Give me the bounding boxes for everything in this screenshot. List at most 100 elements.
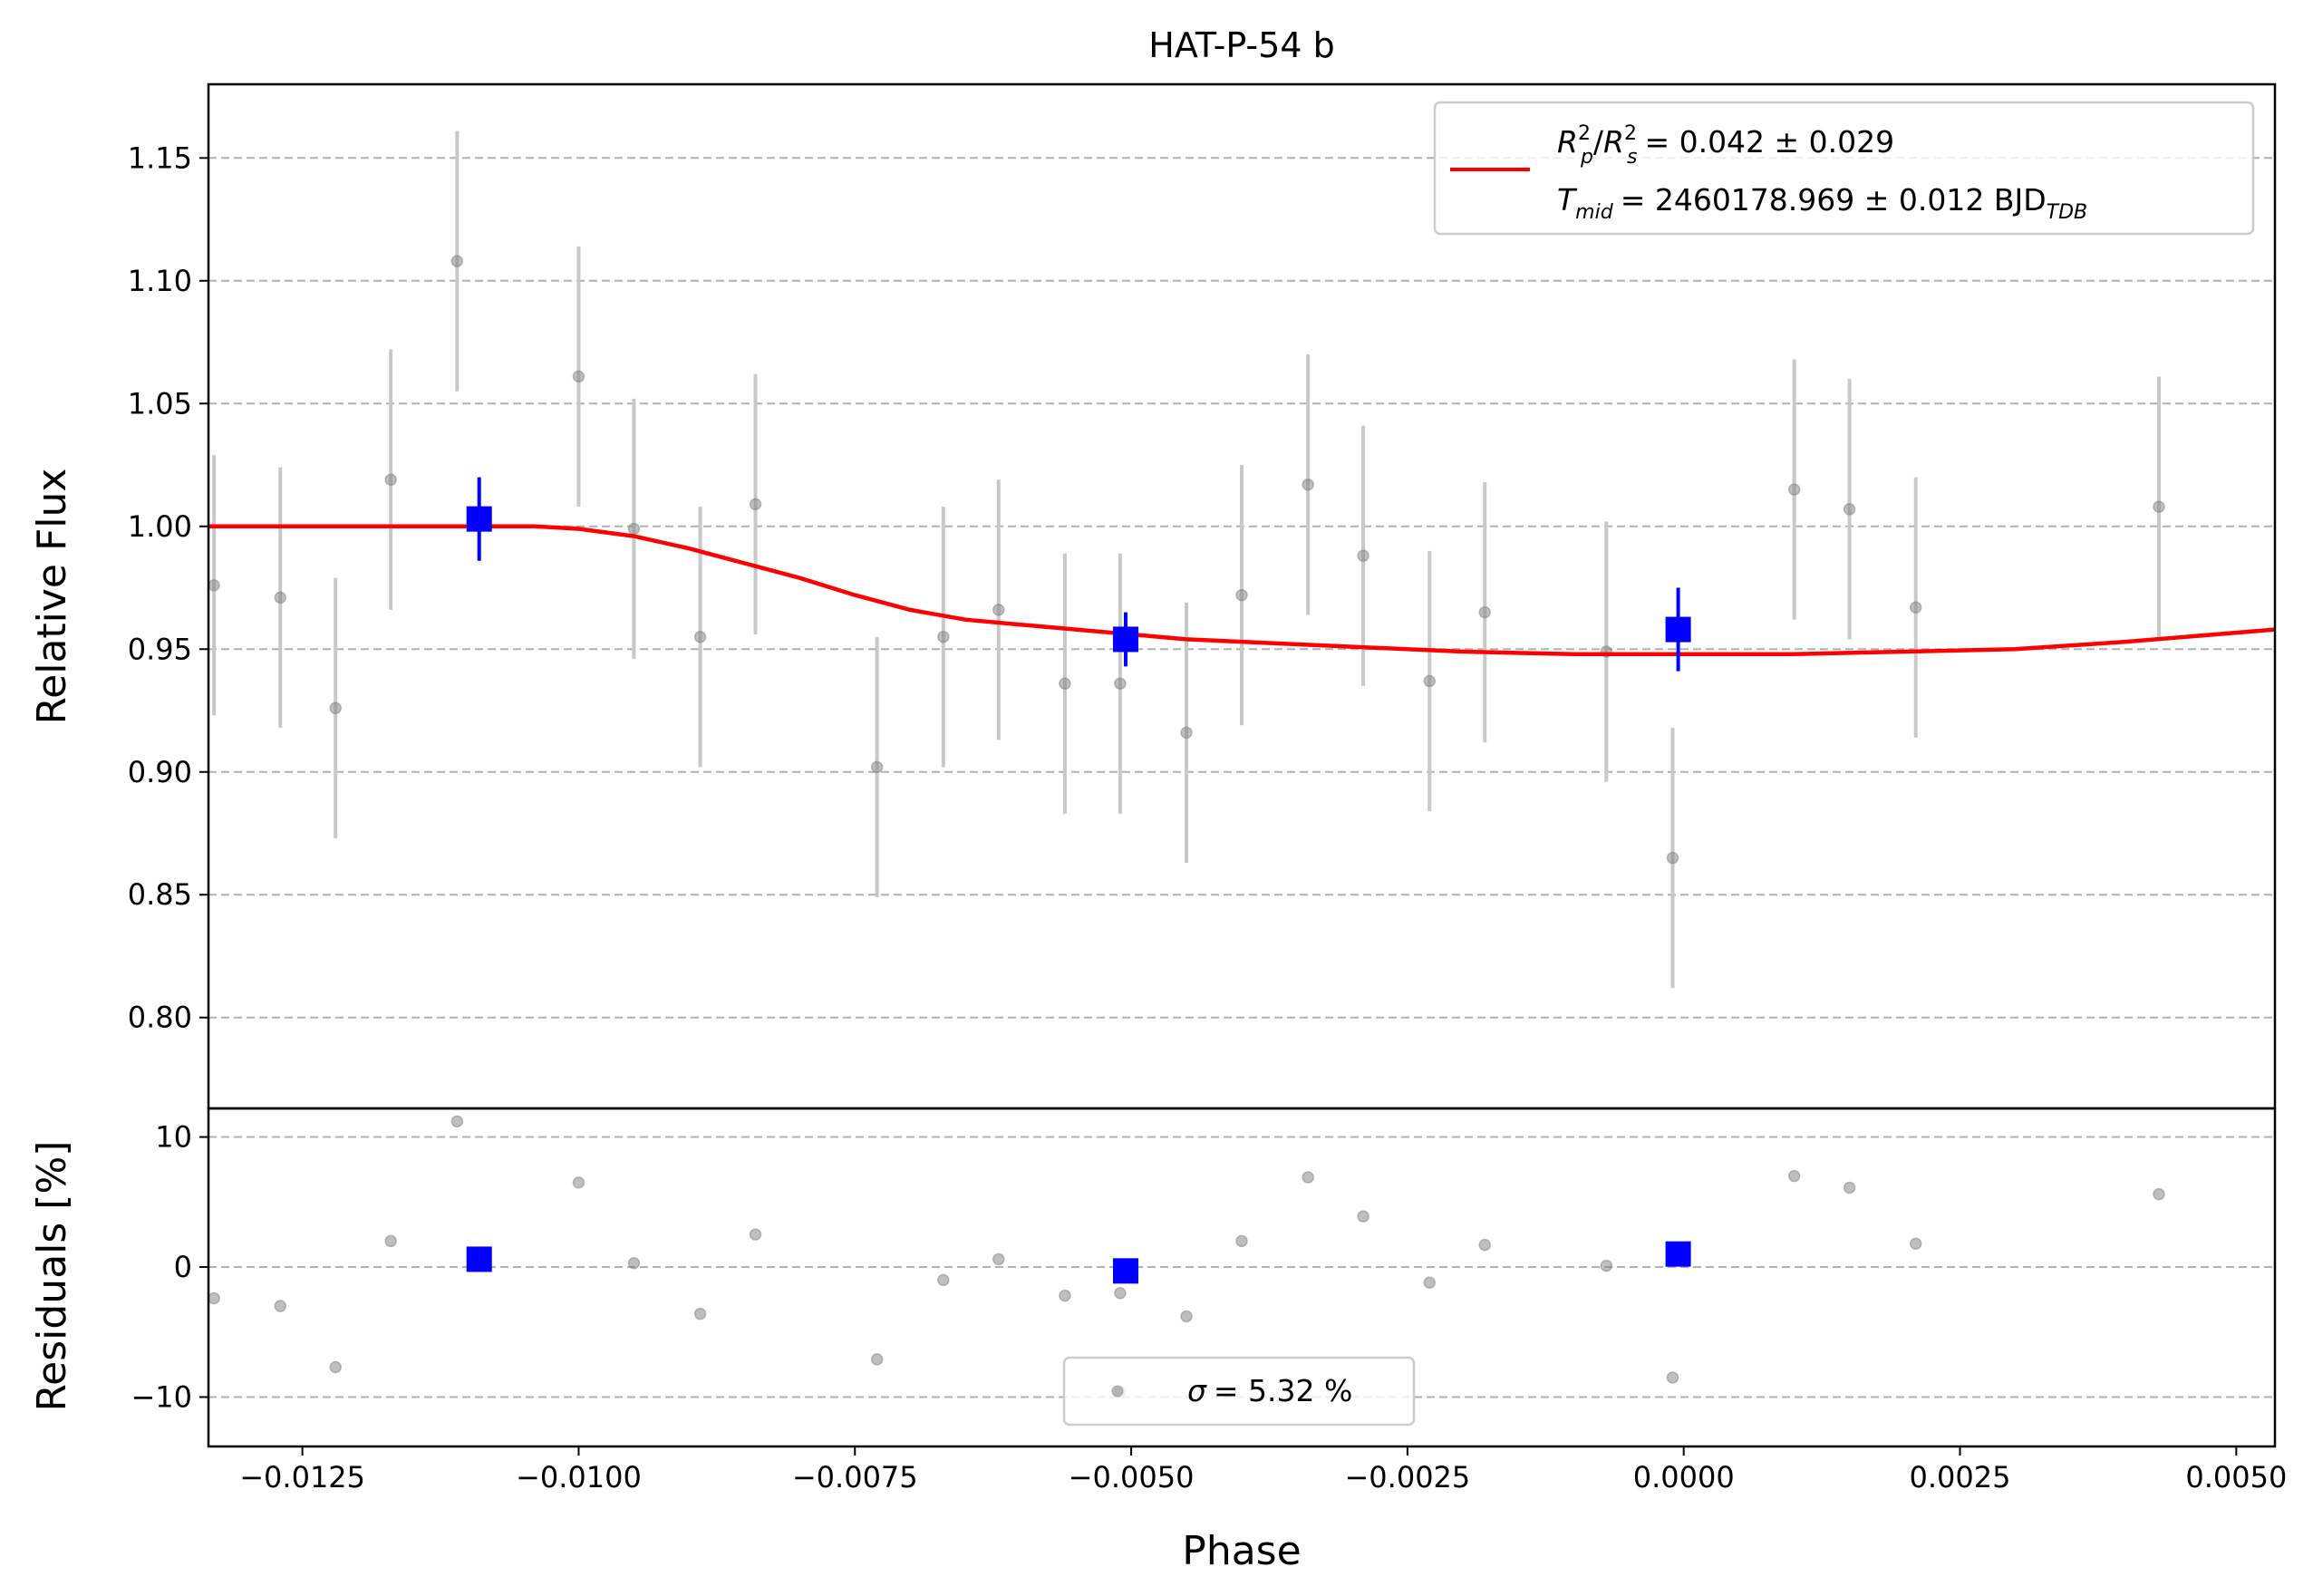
- residual-point: [450, 1115, 464, 1128]
- data-point: [1787, 483, 1801, 496]
- data-point: [1180, 726, 1193, 740]
- x-tick-label: −0.0100: [516, 1460, 642, 1494]
- residual-legend: σ = 5.32 %: [1062, 1356, 1416, 1427]
- residual-point: [2274, 1426, 2275, 1431]
- main-legend: R2 p/R2 s = 0.042 ± 0.029 Tmid = 2460178.969…: [1433, 101, 2255, 236]
- main-plot-area: [208, 131, 2275, 989]
- residual-point: [627, 1256, 641, 1270]
- rs-sup: 2: [1624, 122, 1637, 145]
- residual-point: [937, 1273, 950, 1287]
- residual-point: [1114, 1286, 1127, 1300]
- tmid-value: = 2460178.969 ± 0.012 BJD: [1621, 182, 2047, 218]
- residual-y-tick-label: 10: [155, 1120, 192, 1155]
- tmid-symbol: T: [1557, 182, 1578, 218]
- data-point: [1357, 549, 1369, 563]
- residual-binned-point: [1665, 1241, 1691, 1267]
- residual-point: [572, 1176, 586, 1189]
- sigma-value: = 5.32 %: [1214, 1373, 1352, 1408]
- binned-point: [1112, 626, 1138, 653]
- data-point: [1235, 588, 1248, 602]
- residual-point: [1909, 1237, 1922, 1250]
- data-point: [870, 760, 884, 774]
- data-point: [450, 255, 464, 267]
- residual-y-axis: −10 0 10: [131, 1120, 208, 1414]
- residual-point: [1423, 1276, 1437, 1289]
- residual-x-axis: −0.0125 −0.0100 −0.0075 −0.0050 −0.0025 0.000…: [239, 1446, 2287, 1494]
- x-tick-label: 0.0000: [1633, 1460, 1735, 1494]
- data-point: [384, 473, 397, 487]
- data-point: [1302, 478, 1314, 491]
- residual-point: [2153, 1187, 2165, 1201]
- data-point: [1423, 674, 1437, 688]
- residual-point: [992, 1253, 1005, 1266]
- main-legend-box: [1433, 101, 2255, 236]
- data-point: [274, 591, 287, 605]
- main-y-tick-label: 1.05: [128, 386, 192, 421]
- data-point: [1478, 605, 1491, 619]
- data-point: [2153, 500, 2165, 513]
- rp-symbol: R: [1557, 124, 1578, 160]
- main-y-tick-label: 1.00: [128, 509, 192, 544]
- data-point: [1843, 503, 1856, 516]
- main-y-tick-label: 0.85: [128, 877, 192, 912]
- data-point: [749, 498, 762, 511]
- residual-point: [384, 1234, 397, 1248]
- tmid-sub: mid: [1575, 201, 1614, 224]
- data-point: [992, 604, 1005, 616]
- residual-legend-marker: [1111, 1385, 1124, 1398]
- residual-point: [749, 1228, 762, 1241]
- x-tick-label: 0.0050: [2185, 1460, 2287, 1494]
- residual-point: [1478, 1238, 1491, 1252]
- residual-binned-point: [466, 1246, 492, 1272]
- residual-point: [1302, 1171, 1314, 1184]
- x-tick-label: −0.0050: [1069, 1460, 1195, 1494]
- residual-y-tick-label: −10: [131, 1379, 192, 1414]
- data-point: [1909, 601, 1922, 614]
- x-axis-label: Phase: [1182, 1528, 1301, 1574]
- data-point: [693, 630, 707, 643]
- residual-point: [274, 1300, 287, 1312]
- rp-sup: 2: [1578, 122, 1591, 145]
- x-tick-label: −0.0025: [1344, 1460, 1470, 1494]
- residual-point: [1357, 1210, 1369, 1223]
- rs-symbol: R: [1603, 124, 1624, 160]
- binned-point: [1665, 616, 1691, 643]
- x-tick-label: −0.0125: [239, 1460, 365, 1494]
- sigma-legend-entry: σ = 5.32 %: [1187, 1373, 1352, 1408]
- residual-point: [1843, 1181, 1856, 1195]
- legend-tmid-entry: Tmid = 2460178.969 ± 0.012 BJDTDB: [1557, 182, 2087, 224]
- rs-sub: s: [1627, 146, 1637, 169]
- main-y-tick-label: 0.95: [128, 632, 192, 666]
- main-y-tick-label: 0.90: [128, 755, 192, 789]
- residual-binned-point: [1112, 1258, 1138, 1284]
- data-point: [2274, 928, 2275, 934]
- sigma-symbol: σ: [1187, 1373, 1207, 1408]
- residual-y-axis-label: Residuals [%]: [29, 1141, 75, 1412]
- tmid-unit-sub: TDB: [2047, 201, 2087, 224]
- residual-point: [208, 1291, 220, 1305]
- main-y-tick-label: 1.15: [128, 140, 192, 175]
- data-point: [1666, 851, 1679, 865]
- data-point: [627, 522, 641, 536]
- rp-rs-value: = 0.042 ± 0.029: [1644, 124, 1894, 160]
- legend-rp-rs-entry: R2 p/R2 s = 0.042 ± 0.029: [1557, 122, 1894, 169]
- chart-title: HAT-P-54 b: [1148, 25, 1334, 65]
- residual-point: [870, 1353, 884, 1366]
- residual-plot-area: [208, 1115, 2275, 1431]
- x-tick-label: 0.0025: [1910, 1460, 2011, 1494]
- main-y-axis-label: Relative Flux: [29, 469, 75, 725]
- binned-point: [466, 506, 492, 532]
- main-y-axis: 0.80 0.85 0.90 0.95 1.00 1.05 1.10 1.15: [128, 140, 208, 1035]
- data-point: [572, 370, 586, 383]
- residual-legend-box: [1062, 1356, 1416, 1427]
- residual-point: [1180, 1310, 1193, 1323]
- main-y-tick-label: 0.80: [128, 1001, 192, 1035]
- transit-model-curve: [208, 524, 2275, 656]
- residual-point: [1059, 1289, 1071, 1302]
- residual-point: [1600, 1259, 1613, 1272]
- residual-axes-frame: [207, 1107, 2277, 1448]
- residual-y-tick-label: 0: [174, 1250, 192, 1284]
- residual-point: [329, 1360, 342, 1374]
- residual-point: [693, 1307, 707, 1320]
